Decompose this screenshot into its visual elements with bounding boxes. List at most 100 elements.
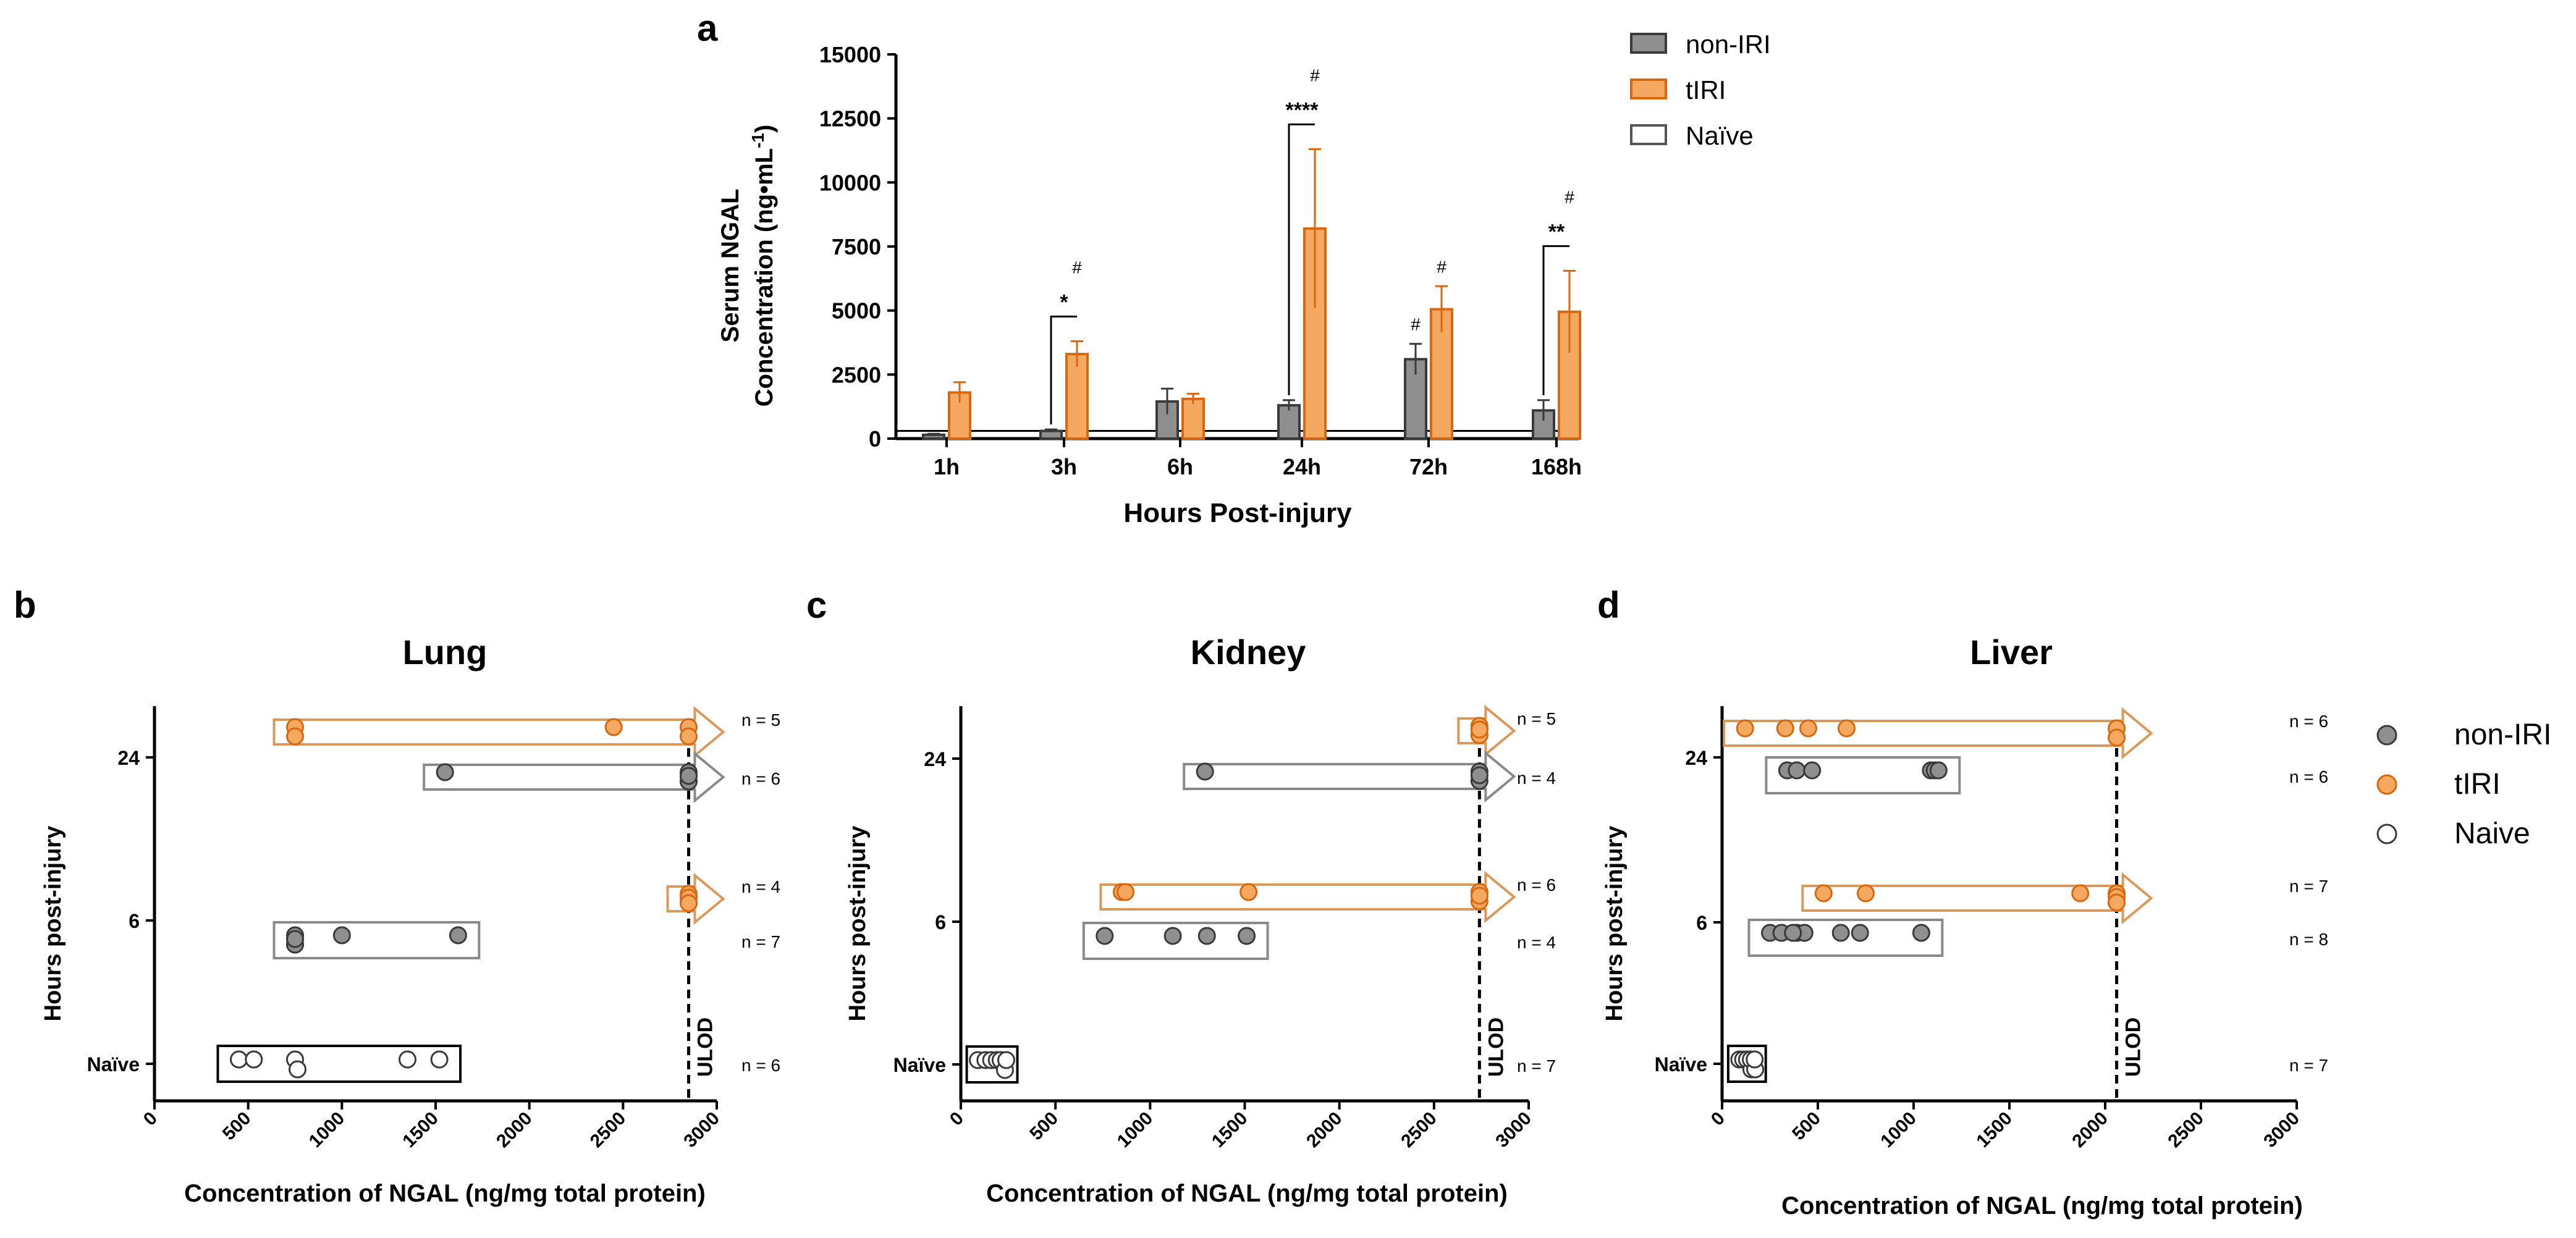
panel-a-ytick-label: 10000 (819, 170, 881, 195)
legend-top-swatch-tIRI (1630, 78, 1667, 99)
legend-top-swatch-nonIRI (1630, 33, 1667, 54)
panel-b-xtick-label: 0 (140, 1108, 161, 1130)
panel-a-bar-tIRI-24h (1303, 227, 1327, 440)
panel-b-point-Naive (430, 1050, 449, 1069)
panel-d-point-tIRI (1857, 884, 1875, 903)
panel-a-ytick-label: 2500 (832, 362, 881, 387)
panel-d-xtick-label: 2000 (2068, 1108, 2112, 1152)
panel-d-point-tIRI (1776, 719, 1794, 738)
panel-a-ytick-label: 12500 (819, 106, 881, 132)
panel-b-n-label: n = 6 (741, 769, 780, 788)
legend-right-label-nonIRI: non-IRI (2454, 718, 2551, 751)
panel-b-range-box-non-IRI (272, 921, 481, 959)
panel-b-title: Lung (403, 633, 488, 672)
panel-label-d: d (1597, 584, 1620, 626)
panel-d-n-label: n = 6 (2289, 712, 2328, 731)
panel-b-point-non-IRI (286, 930, 304, 948)
panel-c-xtick-label: 1000 (1113, 1108, 1157, 1152)
panel-d-point-non-IRI (1784, 924, 1802, 942)
legend-top: non-IRI tIRI Naïve (1630, 30, 1771, 150)
panel-d-point-tIRI (1838, 719, 1856, 738)
panel-c-point-non-IRI (1163, 927, 1182, 945)
panel-d-xtick-label: 2500 (2164, 1108, 2208, 1152)
panel-d-point-tIRI (2108, 893, 2126, 912)
panel-b-ylabel: Hours post-injury (40, 826, 66, 1022)
panel-c-n-label: n = 6 (1517, 875, 1556, 895)
panel-d-point-tIRI (1736, 719, 1754, 738)
panel-c-point-non-IRI (1238, 927, 1256, 945)
panel-d-range-box-non-IRI (1747, 919, 1944, 957)
panel-a-sig-hash: # (1072, 258, 1082, 277)
panel-d-n-label: n = 7 (2289, 1056, 2328, 1075)
panel-b-ulod-label: ULOD (694, 1017, 717, 1077)
panel-c-n-label: n = 4 (1517, 768, 1556, 788)
panel-c-xtick-label: 500 (1026, 1108, 1062, 1145)
panel-b-point-Naive (289, 1060, 306, 1079)
panel-d-point-non-IRI (1912, 924, 1930, 942)
legend-right-label-naive: Naive (2454, 817, 2530, 850)
panel-c-ylabel: Hours post-injury (845, 826, 871, 1022)
panel-c-range-arrow-tIRI (1457, 704, 1516, 757)
legend-right-marker-nonIRI (2376, 725, 2397, 746)
panel-c-xlabel: Concentration of NGAL (ng/mg total prote… (986, 1180, 1508, 1207)
panel-c-ytick-label: Naïve (893, 1054, 946, 1076)
panel-d-ytick-label: 6 (1696, 912, 1707, 934)
panel-b-xtick-label: 500 (219, 1108, 255, 1145)
panel-label-b: b (14, 584, 36, 626)
panel-a-xlabel: Hours Post-injury (1123, 498, 1352, 528)
panel-b-point-tIRI (286, 727, 304, 746)
panel-a-bar-chart: 0 2500 5000 7500 10000 12500 15000 1h 3h 6h 24h 72h… (819, 42, 1582, 479)
panel-a-sig-hash: # (1310, 65, 1320, 85)
panel-b-range-arrow-tIRI (272, 705, 725, 759)
panel-d-range-box-non-IRI (1765, 756, 1961, 794)
panel-label-a: a (697, 7, 718, 49)
panel-c-n-label: n = 7 (1517, 1056, 1556, 1076)
panel-d-range-arrow-tIRI (1723, 707, 2153, 760)
panel-b-n-label: n = 7 (741, 932, 780, 951)
panel-d-point-tIRI (1814, 884, 1833, 903)
panel-c-point-non-IRI (1196, 762, 1214, 781)
panel-a-bar-tIRI-6h (1181, 397, 1205, 440)
panel-c-point-Naive (997, 1051, 1016, 1069)
panel-a-xtick-label: 24h (1283, 454, 1321, 479)
panel-d-title: Liver (1970, 633, 2053, 672)
panel-c-point-non-IRI (1197, 927, 1216, 945)
panel-c-point-non-IRI (1096, 927, 1114, 945)
panel-c-title: Kidney (1191, 633, 1306, 672)
panel-b-range-arrow-tIRI (666, 872, 725, 925)
panel-b-n-label: n = 4 (741, 877, 780, 896)
panel-c-range-arrow-tIRI (1099, 870, 1516, 924)
panel-a-sig-hash: # (1565, 187, 1574, 206)
panel-d-xtick-label: 0 (1707, 1108, 1729, 1130)
panel-c-ytick-label: 6 (935, 911, 946, 933)
panel-c-xtick-label: 0 (946, 1108, 968, 1130)
panel-b-point-non-IRI (332, 926, 351, 945)
panel-a-sig-bracket (1050, 315, 1077, 425)
panel-c-ulod-label: ULOD (1484, 1017, 1508, 1077)
panel-c-range-arrow-non-IRI (1183, 750, 1516, 803)
panel-d-point-non-IRI (1803, 761, 1822, 780)
legend-top-label-tIRI: tIRI (1686, 75, 1726, 104)
panel-c-kidney-scatter: 0 500 1000 1500 2000 2500 3000 24 6 Naïve ULOD n = … (893, 704, 1556, 1152)
panel-d-n-label: n = 7 (2289, 877, 2328, 896)
panel-a-xtick-label: 1h (934, 454, 960, 479)
panel-c-n-label: n = 4 (1517, 933, 1556, 952)
panel-b-xtick-label: 2000 (492, 1108, 536, 1152)
panel-a-sig-bracket (1542, 245, 1569, 395)
panel-b-ytick-label: 6 (129, 910, 140, 932)
panel-b-xtick-label: 2500 (586, 1108, 630, 1152)
panel-d-point-tIRI (2071, 884, 2090, 903)
panel-c-xtick-label: 2500 (1397, 1108, 1441, 1152)
panel-d-n-label: n = 8 (2289, 930, 2328, 949)
panel-a-sig-stars: * (1060, 290, 1068, 314)
panel-d-ylabel: Hours post-injury (1602, 826, 1628, 1022)
panel-a-hash: # (1411, 315, 1421, 334)
panel-c-point-non-IRI (1470, 766, 1489, 785)
panel-b-range-box-Naive (216, 1045, 462, 1083)
panel-d-point-non-IRI (1788, 761, 1806, 780)
panel-c-point-tIRI (1470, 886, 1489, 905)
panel-a-xtick-label: 3h (1051, 454, 1077, 479)
panel-a-ytick-label: 5000 (832, 298, 881, 324)
legend-right-marker-tIRI (2376, 774, 2397, 795)
panel-b-xtick-label: 3000 (680, 1108, 724, 1152)
